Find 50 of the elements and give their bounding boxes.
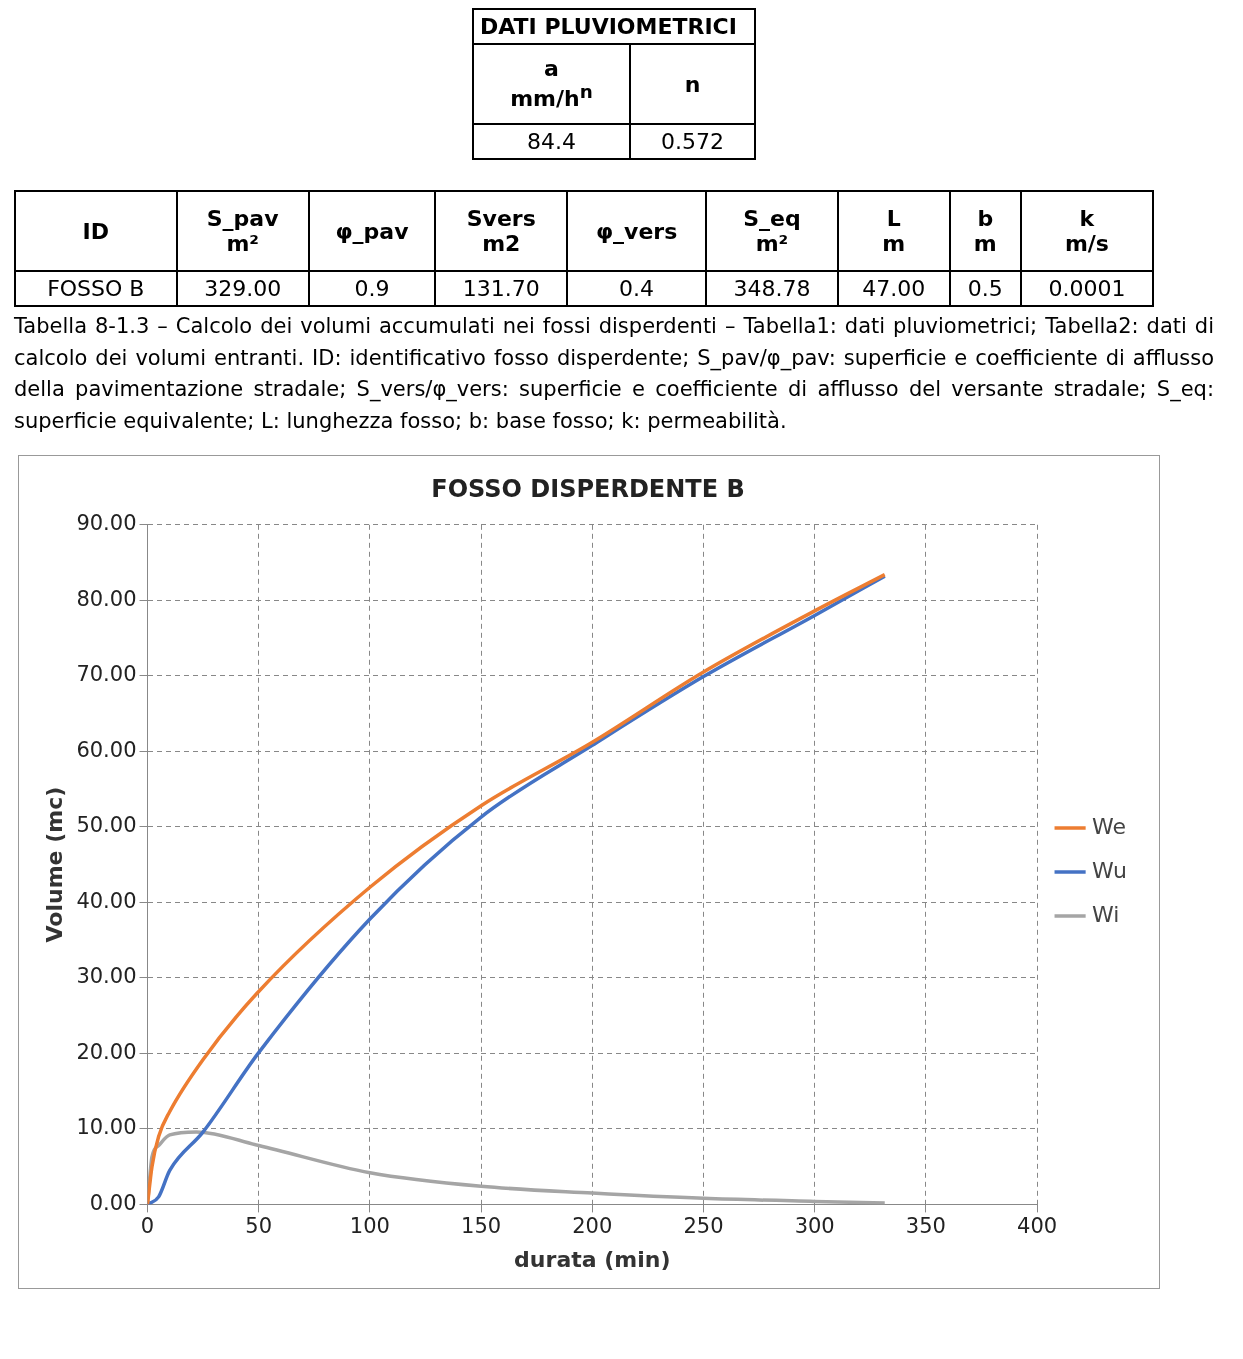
- y-tick-label: 40.00: [76, 888, 137, 913]
- y-tick-label: 0.00: [89, 1190, 137, 1215]
- category-label: k m/s: [1020, 191, 1153, 271]
- category-label: S_pav m²: [176, 191, 309, 271]
- category-label: b m: [949, 191, 1021, 271]
- x-axis-title: durata (min): [514, 1246, 671, 1272]
- text: FOSSO B: [47, 276, 145, 301]
- y-tick-label: 30.00: [76, 964, 137, 989]
- text: 0.9: [354, 276, 390, 301]
- legend-label: Wi: [1092, 901, 1120, 927]
- text: 0.572: [660, 129, 724, 154]
- category-label: ID: [15, 191, 177, 271]
- category-label: L m: [837, 191, 950, 271]
- legend-label: We: [1092, 813, 1127, 839]
- text: 0.0001: [1048, 276, 1126, 301]
- text: 84.4: [526, 129, 576, 154]
- text: 47.00: [862, 276, 926, 301]
- x-tick-label: 400: [1017, 1214, 1058, 1239]
- category-label: φ_vers: [567, 191, 706, 271]
- y-tick-label: 20.00: [76, 1039, 137, 1064]
- y-tick-label: 10.00: [76, 1115, 137, 1140]
- category-label: Svers m2: [435, 191, 568, 271]
- text: 0.5: [967, 276, 1003, 301]
- y-axis-title: Volume (mc): [41, 786, 67, 943]
- x-tick-label: 0: [140, 1214, 155, 1239]
- text: 0.4: [619, 276, 655, 301]
- line-series: [147, 1130, 887, 1205]
- y-tick-label: 60.00: [76, 737, 137, 762]
- y-tick-label: 50.00: [76, 813, 137, 838]
- category-label: n: [629, 44, 755, 124]
- text: Tabella 8-1.3 – Calcolo dei volumi accumulati nei fossi disperdenti – Tabella1: dati pluviometrici; Tabella2: dati di calcolo dei volumi entranti. ID: identificativo fosso disperdente; S_pav/φ_pav: superficie e coefficiente di afflusso della pavimentazione stradale; S_vers/φ_vers: superficie e coefficiente di afflusso del versante stradale; S_eq: superficie equivalente; L: lunghezza fosso; b: base fosso; k: permeabilità.: [14, 313, 1214, 435]
- x-tick-label: 150: [461, 1214, 502, 1239]
- x-tick-label: 300: [794, 1214, 835, 1239]
- y-tick-label: 90.00: [76, 511, 137, 536]
- x-tick-label: 200: [572, 1214, 613, 1239]
- text: 131.70: [462, 276, 540, 301]
- y-tick-label: 70.00: [76, 662, 137, 687]
- text: 329.00: [204, 276, 282, 301]
- category-label: S_eq m²: [705, 191, 838, 271]
- text: 348.78: [733, 276, 811, 301]
- x-tick-label: 250: [683, 1214, 724, 1239]
- x-tick-label: 50: [245, 1214, 273, 1239]
- y-tick-label: 80.00: [76, 586, 137, 611]
- x-tick-label: 350: [905, 1214, 946, 1239]
- text: DATI PLUVIOMETRICI: [473, 9, 755, 44]
- category-label: φ_pav: [308, 191, 436, 271]
- legend-label: Wu: [1092, 857, 1128, 883]
- category-label: a mm/h$^{n}$: [473, 44, 630, 124]
- chart-title: FOSSO DISPERDENTE B: [431, 474, 745, 503]
- x-tick-label: 100: [349, 1214, 390, 1239]
